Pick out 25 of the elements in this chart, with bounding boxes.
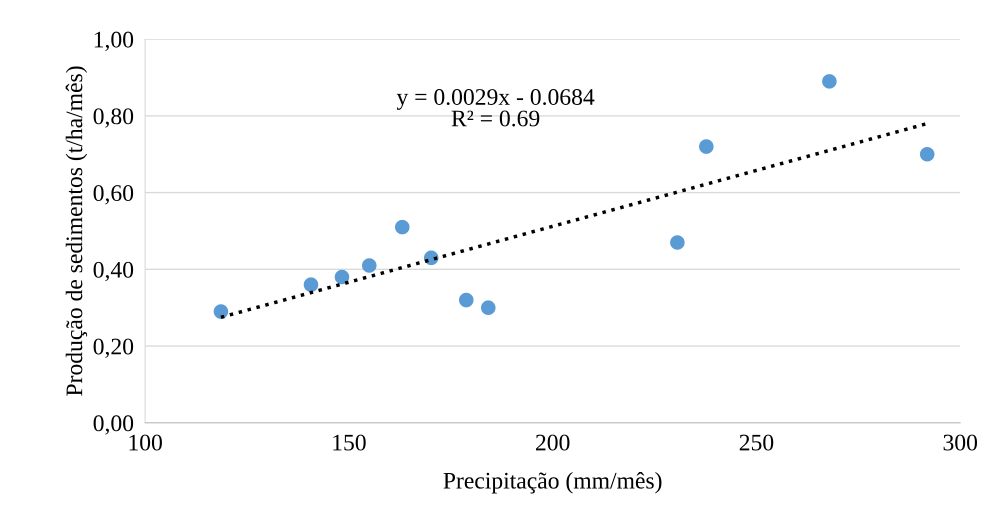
point (362, 258, 377, 273)
x-axis-title: Precipitação (mm/mês) (444, 472, 662, 494)
x-tick-label: 150 (333, 434, 366, 451)
x-tick-label: 200 (536, 434, 570, 451)
y-tick-label: 0,40 (94, 262, 134, 282)
point (214, 304, 228, 319)
x-tick-label: 300 (944, 434, 978, 451)
x-tick-label: 250 (740, 434, 774, 451)
y-tick-label: 0,80 (94, 108, 134, 128)
point (458, 292, 474, 308)
y-tick-label: 1,00 (94, 32, 134, 51)
point (395, 220, 410, 234)
point (822, 74, 837, 89)
point (334, 270, 350, 284)
point (480, 300, 496, 316)
y-tick-label: 0,60 (94, 185, 134, 204)
point (699, 139, 714, 154)
point (670, 235, 685, 250)
y-tick-label: 0,20 (94, 338, 134, 358)
x-tick-label: 100 (129, 434, 162, 451)
point (304, 277, 318, 292)
y-axis-title: Produção de sedimentos (t/ha/mês) (66, 66, 88, 396)
y-tick-label: 0,00 (94, 415, 134, 435)
annotation: y = 0.0029x - 0.0684 R² = 0.69 (396, 89, 594, 127)
point (920, 146, 934, 162)
